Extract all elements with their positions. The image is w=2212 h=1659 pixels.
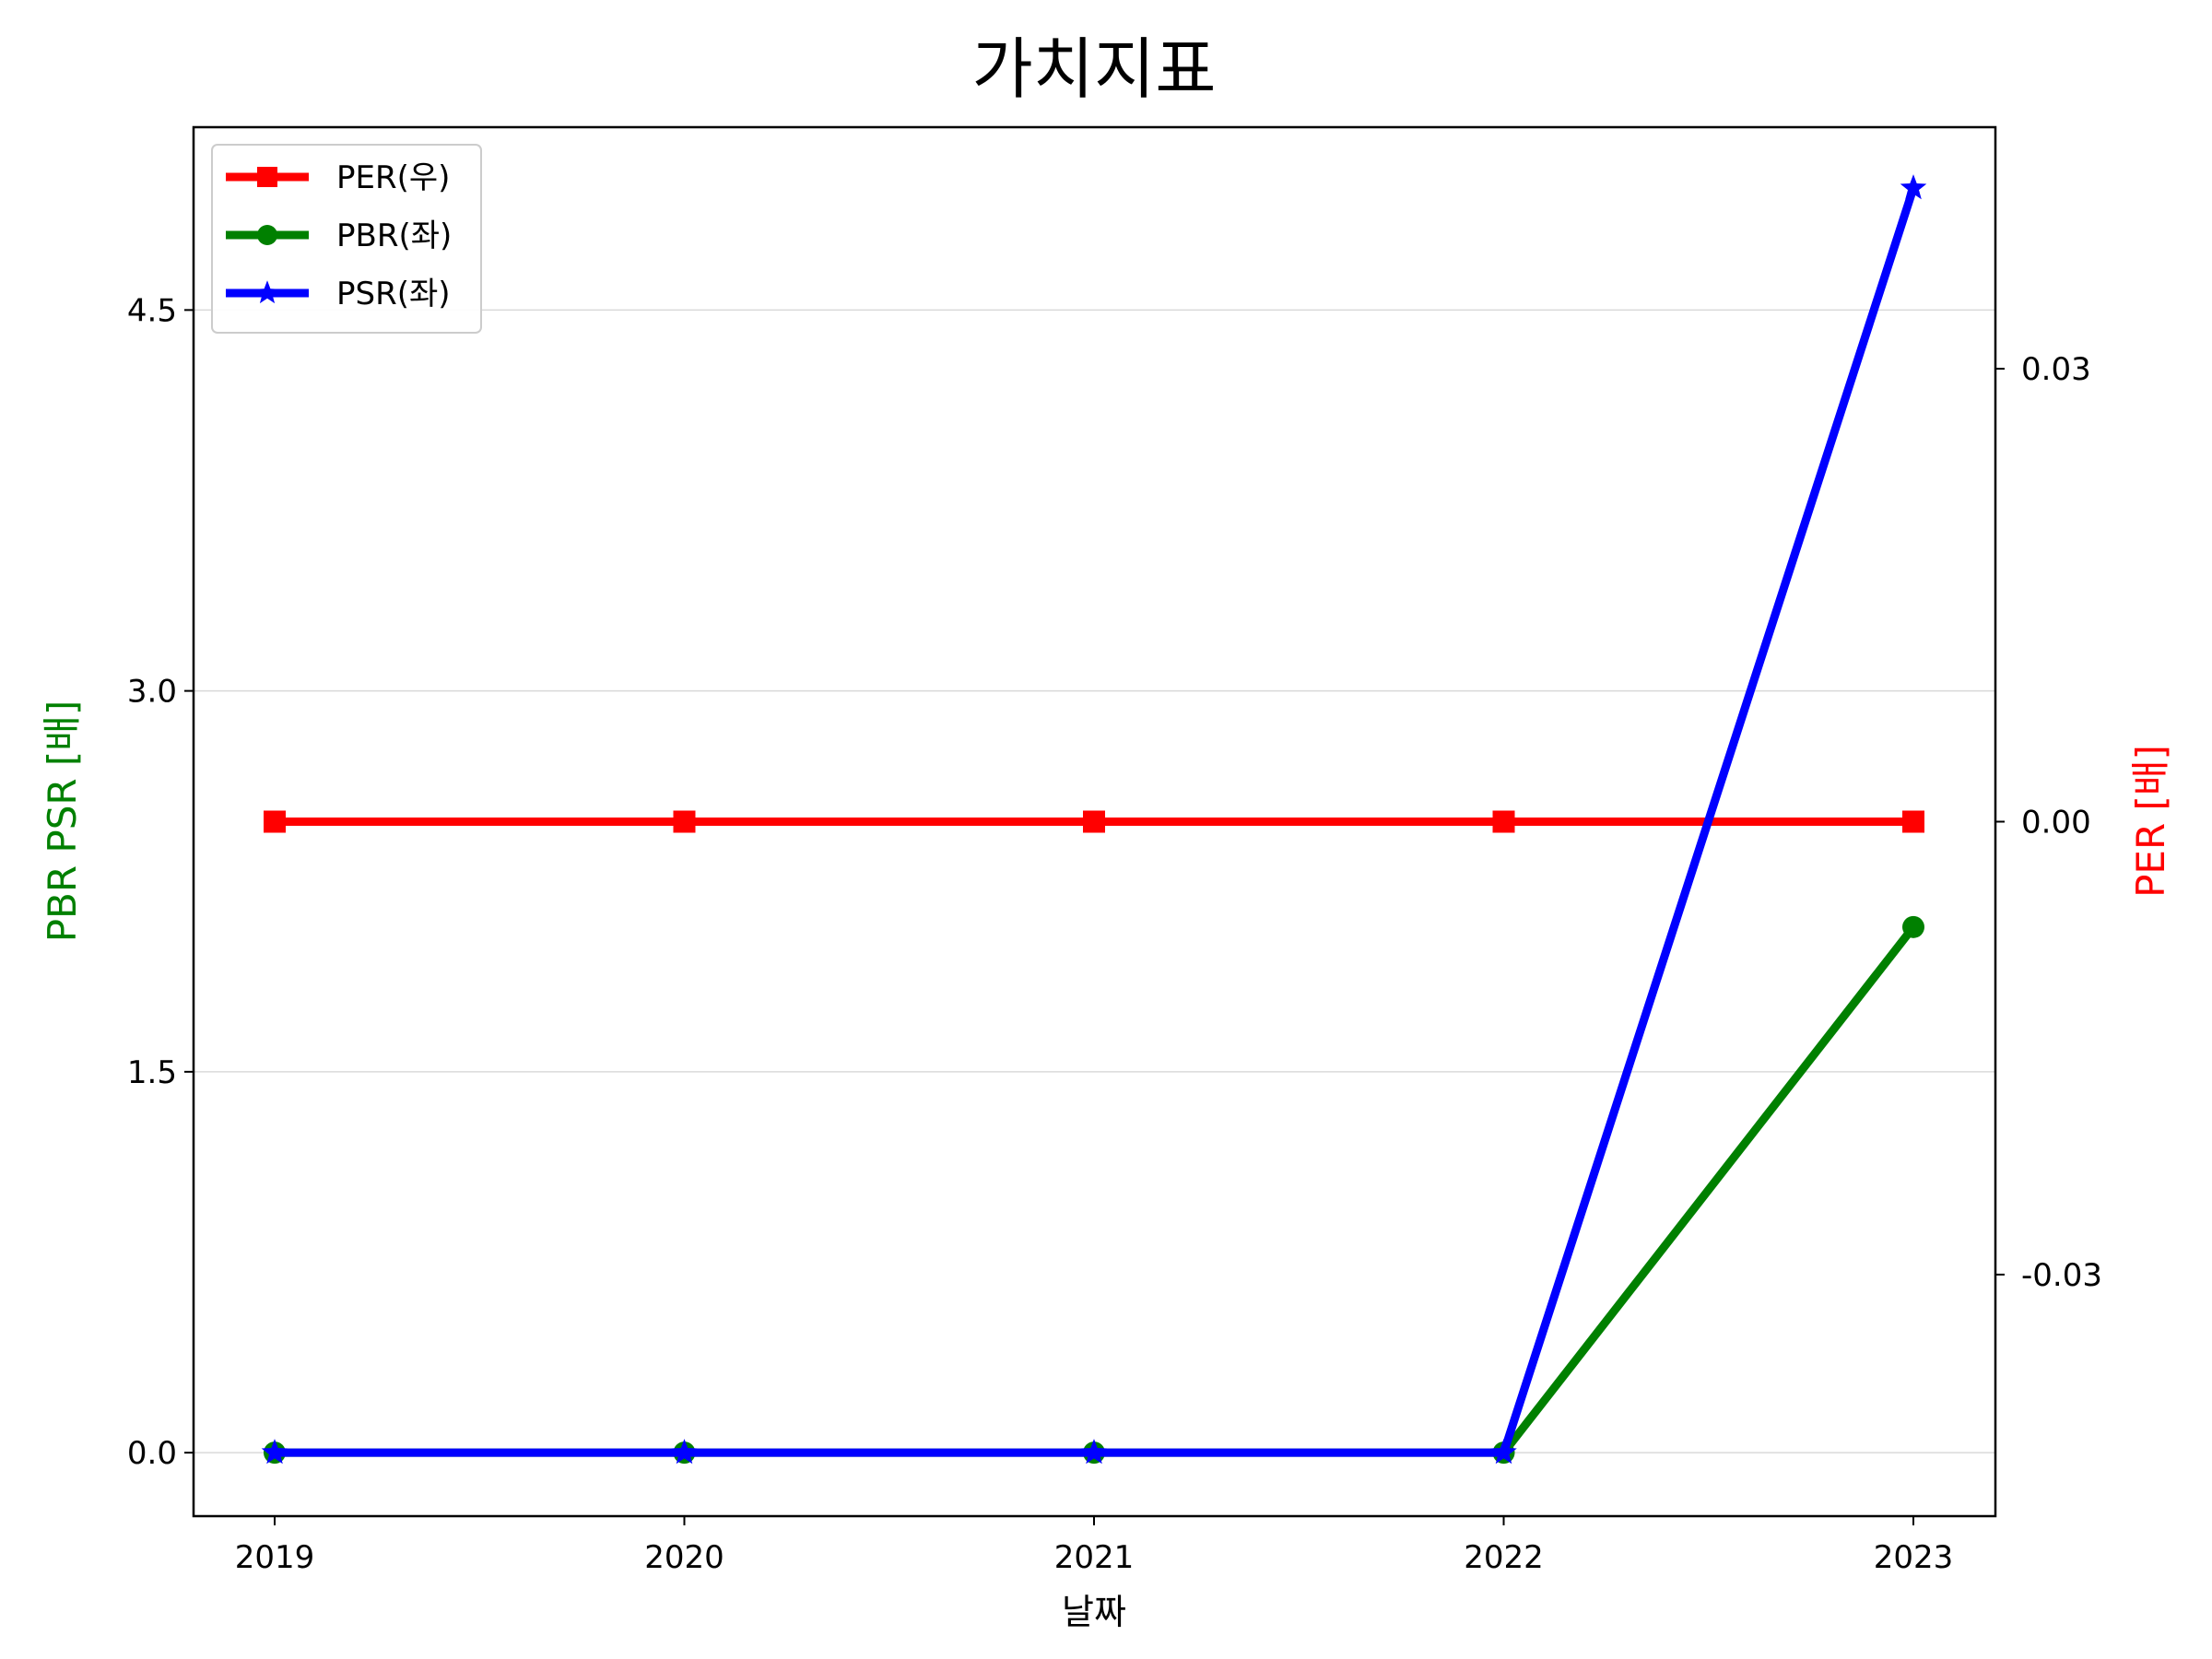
series-PSR(좌)	[261, 174, 1927, 1465]
legend-label: PSR(좌)	[336, 276, 451, 312]
data-point-square	[1902, 810, 1924, 833]
data-point-star	[261, 1439, 288, 1465]
legend-label: PER(우)	[336, 159, 450, 196]
left-axis-ticks: 0.0 1.5 3.0 4.5	[127, 292, 194, 1472]
left-axis-label: PBR PSR [배]	[40, 700, 85, 943]
data-point-circle	[257, 225, 277, 245]
legend-item: PBR(좌)	[226, 218, 452, 254]
data-point-square	[264, 810, 286, 833]
data-point-square	[673, 810, 696, 833]
x-tick-label: 2022	[1464, 1539, 1544, 1576]
right-tick-label: 0.03	[2021, 351, 2091, 388]
chart-title: 가치지표	[972, 30, 1217, 108]
x-tick-label: 2023	[1874, 1539, 1954, 1576]
data-point-star	[254, 280, 280, 304]
series-layer	[261, 174, 1927, 1465]
data-point-square	[1083, 810, 1105, 833]
x-axis-label: 날짜	[1062, 1592, 1126, 1632]
right-axis-label: PER [배]	[2128, 745, 2173, 898]
data-point-star	[1490, 1439, 1517, 1465]
series-PER(우)	[264, 810, 1924, 833]
series-line	[275, 924, 1917, 1457]
plot-frame	[192, 125, 1997, 1518]
data-point-circle	[1902, 915, 1924, 938]
legend-item: PSR(좌)	[226, 276, 451, 312]
x-axis-ticks: 2019 2020 2021 2022 2023	[235, 1516, 1954, 1576]
legend-label: PBR(좌)	[336, 218, 452, 254]
left-tick-label: 3.0	[127, 674, 177, 711]
left-tick-label: 4.5	[127, 292, 177, 329]
left-tick-label: 0.0	[127, 1435, 177, 1472]
series-PBR(좌)	[264, 915, 1924, 1465]
right-tick-label: -0.03	[2021, 1257, 2102, 1294]
left-tick-label: 1.5	[127, 1054, 177, 1091]
data-point-star	[671, 1439, 698, 1465]
legend-frame	[211, 144, 482, 334]
data-point-square	[1492, 810, 1515, 833]
data-point-square	[257, 167, 277, 187]
data-point-star	[1080, 1439, 1108, 1465]
data-point-star	[1900, 174, 1927, 200]
x-tick-label: 2019	[235, 1539, 315, 1576]
legend: PER(우) PBR(좌) PSR(좌)	[211, 144, 482, 334]
legend-item: PER(우)	[226, 159, 450, 196]
right-axis-ticks: -0.03 0.00 0.03	[1995, 351, 2102, 1294]
x-tick-label: 2021	[1054, 1539, 1135, 1576]
x-tick-label: 2020	[644, 1539, 724, 1576]
grid-lines	[194, 309, 1995, 1453]
right-tick-label: 0.00	[2021, 805, 2091, 841]
